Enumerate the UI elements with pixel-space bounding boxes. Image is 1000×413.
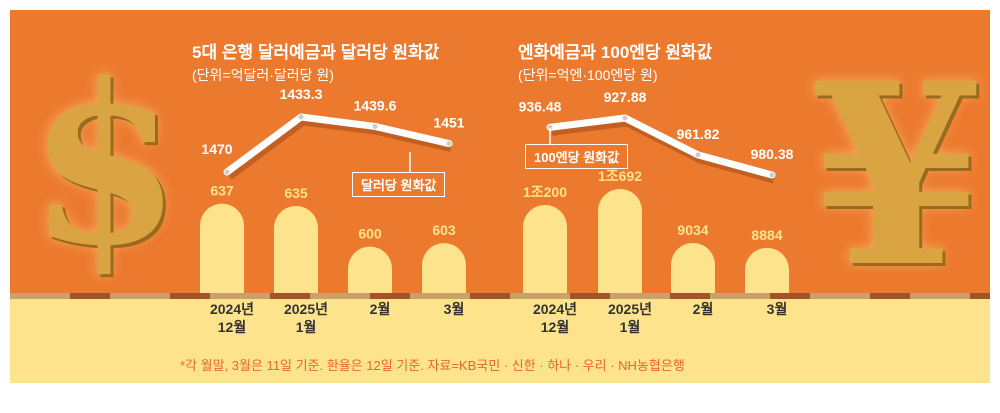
bar xyxy=(348,246,392,293)
line-value-label: 1433.3 xyxy=(280,86,323,102)
bar-value-label: 8884 xyxy=(751,227,782,243)
line-value-label: 980.38 xyxy=(751,146,794,162)
line-point xyxy=(224,169,230,175)
rate-line xyxy=(546,114,776,179)
yen-sign-icon: ¥ xyxy=(810,28,984,322)
x-tick-label: 2월 xyxy=(692,301,714,317)
bar-value-label: 635 xyxy=(284,185,308,201)
bar xyxy=(671,242,715,293)
rate-line xyxy=(223,113,453,176)
x-tick-label: 2025년 1월 xyxy=(283,301,329,335)
line-value-label: 936.48 xyxy=(519,98,562,114)
x-tick-label: 2024년 12월 xyxy=(532,301,578,335)
source-note: *각 월말, 3월은 11일 기준. 환율은 12일 기준. 자료=KB국민 ·… xyxy=(180,358,685,373)
bar xyxy=(422,243,466,293)
chart-svg: 637 635 600 603 1470 1433.3 1439.6 1451 1조200 1조6… xyxy=(200,86,794,293)
bar-value-label: 637 xyxy=(210,183,234,199)
bar xyxy=(745,247,789,293)
line-point xyxy=(769,172,775,178)
x-tick-label: 2월 xyxy=(369,301,391,317)
chart-title-yen: 엔화예금과 100엔당 원화값 xyxy=(518,43,713,62)
legend-dollar-rate: 달러당 원화값 xyxy=(352,172,446,197)
line-value-label: 1451 xyxy=(433,115,464,131)
bar-value-label: 600 xyxy=(358,226,382,242)
x-tick-label: 2024년 12월 xyxy=(209,301,255,335)
line-point xyxy=(298,114,304,120)
bar xyxy=(274,206,318,293)
bar-value-label: 9034 xyxy=(677,222,708,238)
bar-value-label: 603 xyxy=(432,222,456,238)
line-value-label: 1439.6 xyxy=(354,97,397,113)
infographic-panel: $ ¥ 5대 은행 달러예금과 달러당 원화값 (단위=억달러·달러당 원) 엔… xyxy=(10,10,990,383)
dollar-sign-icon: $ xyxy=(28,35,182,294)
legend-yen-rate: 100엔당 원화값 xyxy=(525,144,629,169)
line-point xyxy=(695,152,701,158)
bar-value-label: 1조200 xyxy=(523,184,567,200)
line-value-label: 927.88 xyxy=(604,89,647,105)
line-value-label: 961.82 xyxy=(677,126,720,142)
unit-dollar: (단위=억달러·달러당 원) xyxy=(192,67,334,83)
ground-strip xyxy=(10,293,990,383)
bar xyxy=(598,188,642,293)
line-point xyxy=(547,124,553,130)
x-tick-label: 3월 xyxy=(766,301,788,317)
chart-title-dollar: 5대 은행 달러예금과 달러당 원화값 xyxy=(192,43,440,62)
unit-yen: (단위=억엔·100엔당 원) xyxy=(518,67,658,83)
x-tick-label: 3월 xyxy=(443,301,465,317)
bar xyxy=(200,203,244,293)
line-value-label: 1470 xyxy=(201,141,232,157)
line-point xyxy=(446,141,452,147)
line-point xyxy=(372,123,378,129)
line-point xyxy=(622,115,628,121)
bar-value-label: 1조692 xyxy=(598,168,642,184)
bar xyxy=(523,204,567,293)
x-tick-label: 2025년 1월 xyxy=(607,301,653,335)
